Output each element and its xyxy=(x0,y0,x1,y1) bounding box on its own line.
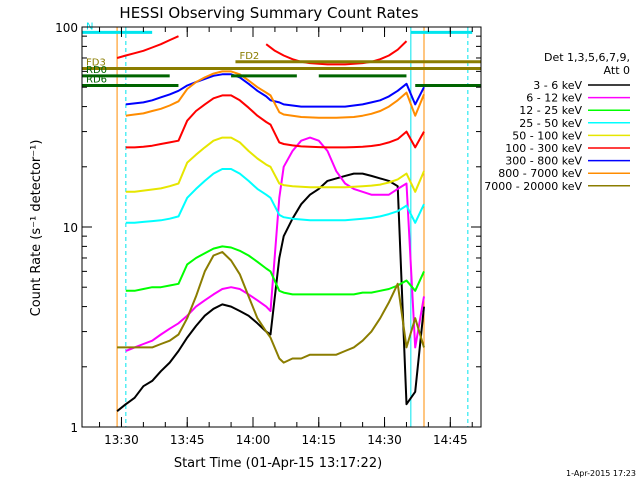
x-tick-label: 14:00 xyxy=(236,433,271,447)
legend-entry-label: 3 - 6 keV xyxy=(533,79,582,92)
x-tick-label: 13:30 xyxy=(104,433,139,447)
chart-title: HESSI Observing Summary Count Rates xyxy=(119,4,418,22)
plot-background xyxy=(116,27,469,427)
legend-entry-label: 800 - 7000 keV xyxy=(498,167,582,180)
series-group xyxy=(116,35,425,412)
series-line xyxy=(116,172,425,412)
x-tick-label: 13:45 xyxy=(170,433,205,447)
flag-bar-label: FD3 xyxy=(86,58,106,69)
legend-entry-label: 25 - 50 keV xyxy=(519,117,582,130)
legend-entry-label: 50 - 100 keV xyxy=(512,129,582,142)
series-line xyxy=(125,168,425,224)
x-axis-label: Start Time (01-Apr-15 13:17:22) xyxy=(174,456,382,471)
series-line xyxy=(125,136,425,352)
x-tick-label: 14:45 xyxy=(433,433,468,447)
legend-entry-label: 6 - 12 keV xyxy=(526,92,582,105)
series-line xyxy=(125,73,425,108)
flag-bar-label: FD2 xyxy=(239,51,259,62)
flag-bar-label: RD0 xyxy=(86,65,107,76)
series-line xyxy=(116,35,179,59)
flag-bar-label: RD6 xyxy=(86,74,107,85)
y-tick-label: 1 xyxy=(70,421,78,435)
axes-group: 1 10 100 13:30 13:45 14:00 14:15 14:30 14:45 xyxy=(55,21,482,447)
legend-entry-label: 100 - 300 keV xyxy=(505,142,582,155)
series-line xyxy=(125,136,425,193)
y-tick-label: 100 xyxy=(55,21,78,35)
y-axis-label: Count Rate (s⁻¹ detector⁻¹) xyxy=(29,140,44,317)
series-line xyxy=(125,70,425,119)
legend-title: Att 0 xyxy=(604,64,630,77)
plot-frame xyxy=(81,26,482,428)
x-tick-label: 14:30 xyxy=(367,433,402,447)
series-line xyxy=(125,94,425,149)
timestamp: 1-Apr-2015 17:23 xyxy=(566,469,636,478)
y-tick-label: 10 xyxy=(63,221,78,235)
series-line xyxy=(265,40,408,66)
legend-entry-label: 12 - 25 keV xyxy=(519,104,582,117)
x-tick-label: 14:15 xyxy=(301,433,336,447)
legend-title: Det 1,3,5,6,7,9, xyxy=(544,51,630,64)
legend-entry-label: 7000 - 20000 keV xyxy=(484,180,582,193)
legend-entry-label: 300 - 800 keV xyxy=(505,155,582,168)
series-line xyxy=(125,245,425,296)
series-line xyxy=(117,251,425,364)
